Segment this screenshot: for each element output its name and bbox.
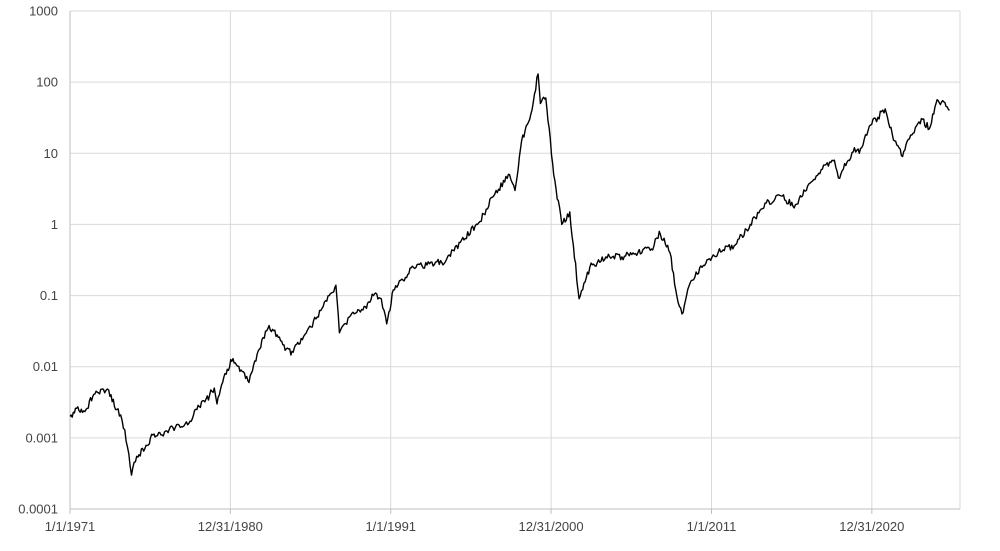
y-tick-label: 0.001 <box>25 430 58 445</box>
x-tick-label: 12/31/2000 <box>519 519 584 534</box>
y-tick-label: 100 <box>36 75 58 90</box>
y-tick-labels: 0.0001 0.001 0.01 0.1 1 10 100 1000 <box>18 4 58 517</box>
x-tick-label: 1/1/1991 <box>365 519 416 534</box>
y-tick-label: 1000 <box>29 4 58 19</box>
y-tick-label: 0.0001 <box>18 502 58 517</box>
series-layer <box>69 73 950 476</box>
gridlines <box>69 10 961 510</box>
x-tick-label: 1/1/2011 <box>687 519 737 534</box>
x-tick-label: 1/1/1971 <box>45 519 96 534</box>
x-tick-labels: 1/1/1971 12/31/1980 1/1/1991 12/31/2000 1/1/… <box>45 519 905 534</box>
x-tick-label: 12/31/2020 <box>839 519 904 534</box>
axes <box>69 11 960 514</box>
series-line-0 <box>69 73 950 476</box>
y-tick-label: 1 <box>51 217 58 232</box>
y-tick-label: 10 <box>44 146 58 161</box>
y-tick-label: 0.01 <box>33 359 58 374</box>
y-tick-label: 0.1 <box>40 288 58 303</box>
x-tick-label: 12/31/1980 <box>198 519 263 534</box>
